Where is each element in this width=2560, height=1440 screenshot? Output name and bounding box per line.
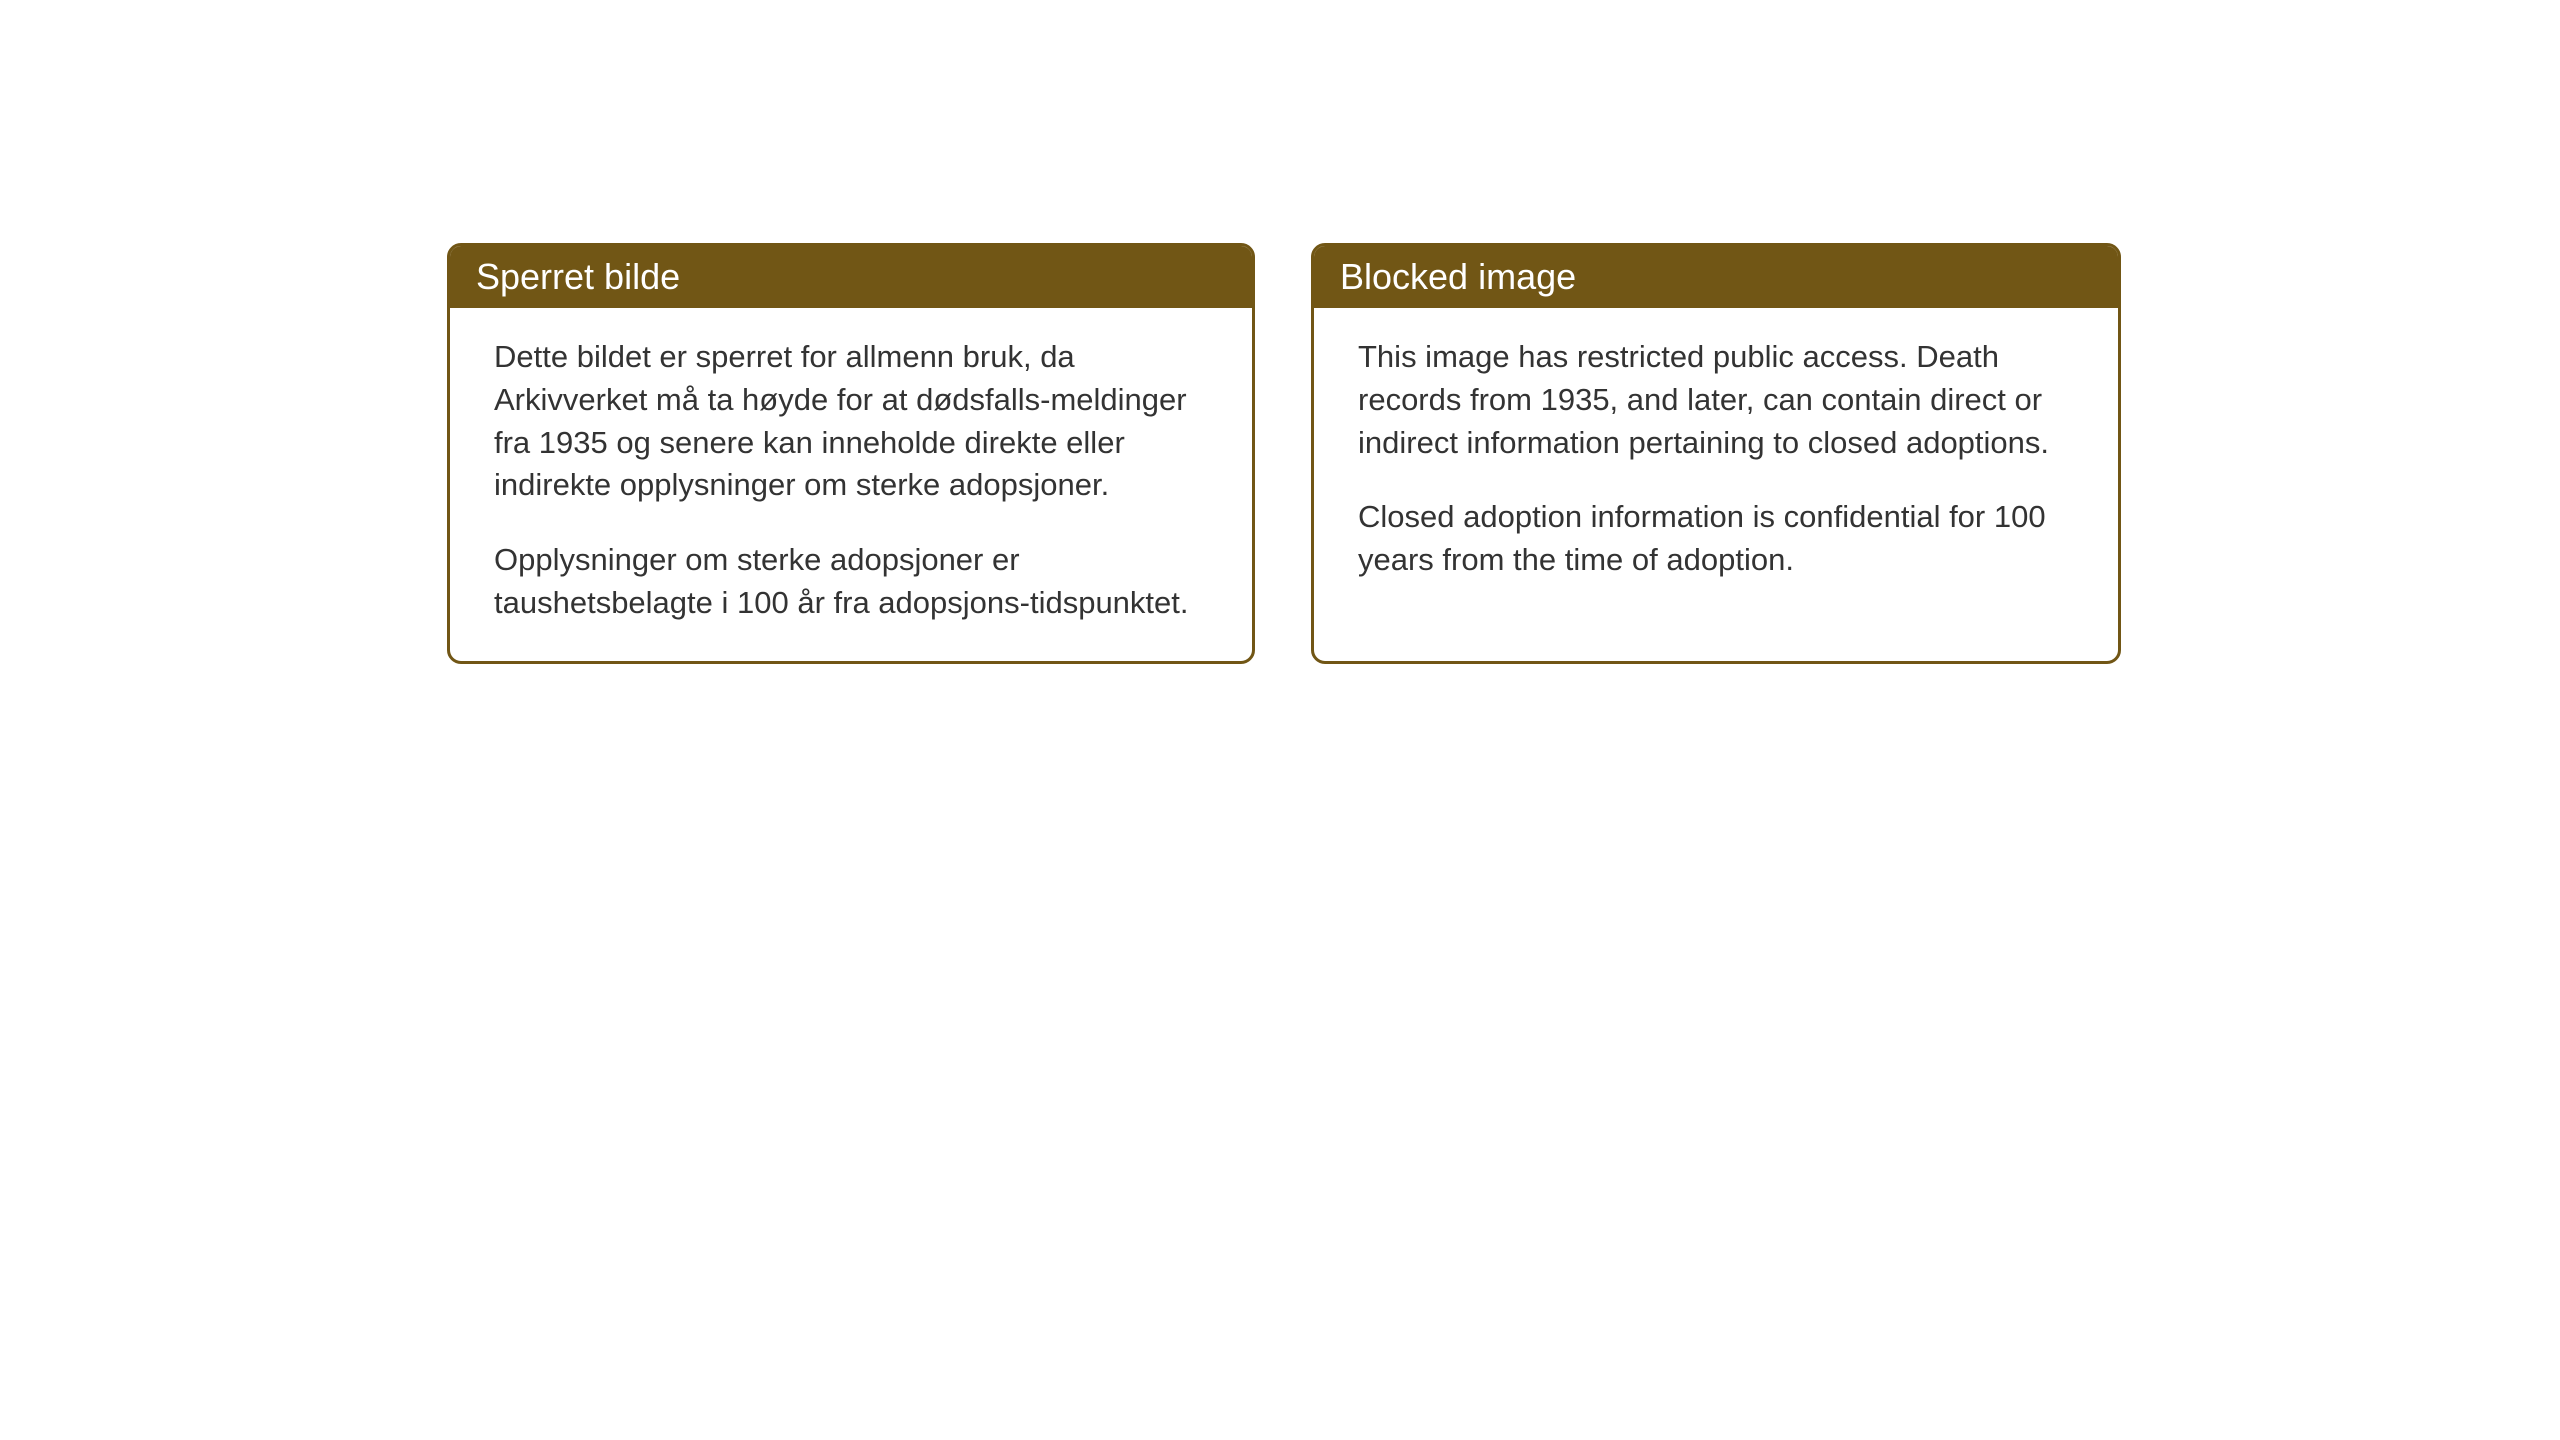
norwegian-notice-card: Sperret bilde Dette bildet er sperret fo…	[447, 243, 1255, 664]
norwegian-card-body: Dette bildet er sperret for allmenn bruk…	[450, 308, 1252, 661]
english-notice-card: Blocked image This image has restricted …	[1311, 243, 2121, 664]
norwegian-paragraph-1: Dette bildet er sperret for allmenn bruk…	[494, 336, 1208, 507]
english-card-title: Blocked image	[1314, 246, 2118, 308]
notice-container: Sperret bilde Dette bildet er sperret fo…	[0, 0, 2560, 664]
english-card-body: This image has restricted public access.…	[1314, 308, 2118, 660]
english-paragraph-1: This image has restricted public access.…	[1358, 336, 2074, 464]
norwegian-card-title: Sperret bilde	[450, 246, 1252, 308]
norwegian-paragraph-2: Opplysninger om sterke adopsjoner er tau…	[494, 539, 1208, 625]
english-paragraph-2: Closed adoption information is confident…	[1358, 496, 2074, 582]
